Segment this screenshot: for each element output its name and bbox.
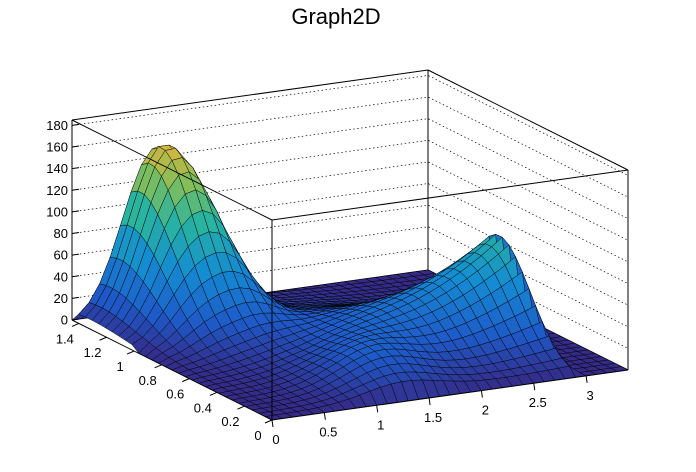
z-gridline-4 bbox=[71, 183, 629, 284]
z-gridline-8 bbox=[71, 96, 629, 198]
z-gridline-2 bbox=[71, 226, 629, 328]
x-tick-label-5: 2.5 bbox=[529, 395, 547, 410]
z-tick-mark-0 bbox=[71, 318, 80, 321]
z-tick-mark-8 bbox=[71, 145, 80, 148]
x-tick-mark-5 bbox=[533, 383, 536, 391]
z-tick-mark-6 bbox=[71, 188, 80, 191]
x-tick-label-1: 0.5 bbox=[319, 425, 337, 440]
z-gridlines bbox=[71, 75, 629, 349]
y-tick-mark-1 bbox=[237, 405, 245, 410]
z-tick-mark-3 bbox=[71, 253, 80, 256]
z-gridline-5 bbox=[71, 161, 629, 263]
y-tick-mark-2 bbox=[209, 391, 218, 396]
z-tick-mark-2 bbox=[71, 275, 80, 278]
z-tick-label-5: 100 bbox=[46, 204, 68, 219]
z-tick-mark-4 bbox=[71, 232, 80, 235]
top-right-edge bbox=[427, 69, 629, 171]
z-tick-label-4: 80 bbox=[54, 226, 68, 241]
y-tick-label-2: 0.4 bbox=[194, 400, 212, 415]
x-tick-label-2: 1 bbox=[377, 417, 384, 432]
x-tick-mark-4 bbox=[480, 390, 483, 398]
z-tick-label-8: 160 bbox=[46, 140, 68, 155]
y-tick-mark-7 bbox=[71, 322, 80, 327]
z-tick-mark-5 bbox=[71, 210, 80, 213]
y-tick-label-1: 0.2 bbox=[221, 414, 239, 429]
x-axis: 0 0.5 1 1.5 2 2.5 3 bbox=[271, 375, 594, 447]
z-tick-mark-7 bbox=[71, 167, 80, 170]
z-tick-label-7: 140 bbox=[46, 161, 68, 176]
z-tick-label-1: 20 bbox=[54, 291, 68, 306]
x-tick-mark-0 bbox=[271, 419, 274, 428]
x-tick-mark-1 bbox=[323, 412, 326, 420]
top-left-edge bbox=[71, 119, 273, 221]
z-axis: 0 20 40 60 80 100 120 140 160 180 bbox=[46, 118, 80, 328]
z-tick-label-0: 0 bbox=[61, 313, 68, 328]
y-tick-label-3: 0.6 bbox=[166, 387, 184, 402]
z-tick-mark-1 bbox=[71, 296, 80, 299]
y-tick-label-7: 1.4 bbox=[56, 331, 74, 346]
top-back-edge bbox=[71, 69, 429, 121]
z-tick-label-6: 120 bbox=[46, 183, 68, 198]
x-axis-line bbox=[271, 369, 629, 421]
z-tick-label-3: 60 bbox=[54, 248, 68, 263]
x-tick-label-3: 1.5 bbox=[424, 410, 442, 425]
z-tick-label-2: 40 bbox=[54, 269, 68, 284]
z-gridline-3 bbox=[71, 204, 629, 306]
y-tick-mark-5 bbox=[126, 350, 135, 355]
y-axis-line bbox=[71, 319, 273, 421]
x-tick-mark-3 bbox=[428, 397, 431, 406]
y-tick-mark-3 bbox=[182, 378, 190, 383]
z-tick-label-9: 180 bbox=[46, 118, 68, 133]
y-axis: 0 0.2 0.4 0.6 0.8 1 1.2 1.4 bbox=[56, 322, 273, 443]
z-tick-mark-9 bbox=[71, 123, 80, 126]
y-tick-mark-0 bbox=[264, 419, 273, 424]
chart-title: Graph2D bbox=[291, 4, 380, 29]
x-tick-mark-6 bbox=[585, 375, 588, 383]
z-gridline-9 bbox=[71, 75, 629, 176]
z-gridline-6 bbox=[71, 139, 629, 241]
y-tick-label-6: 1.2 bbox=[83, 345, 101, 360]
x-tick-label-0: 0 bbox=[272, 432, 279, 447]
y-tick-mark-4 bbox=[154, 364, 162, 369]
y-tick-label-5: 1 bbox=[116, 359, 123, 374]
y-tick-label-0: 0 bbox=[254, 428, 261, 443]
x-tick-mark-2 bbox=[376, 405, 379, 413]
surface-mesh bbox=[71, 144, 629, 421]
y-tick-mark-6 bbox=[99, 336, 107, 341]
x-tick-label-6: 3 bbox=[587, 388, 594, 403]
x-tick-label-4: 2 bbox=[482, 403, 489, 418]
top-front-edge bbox=[271, 169, 629, 221]
y-tick-label-4: 0.8 bbox=[139, 373, 157, 388]
front-frame bbox=[71, 119, 629, 421]
z-gridline-1 bbox=[71, 248, 629, 349]
z-gridline-7 bbox=[71, 118, 629, 219]
